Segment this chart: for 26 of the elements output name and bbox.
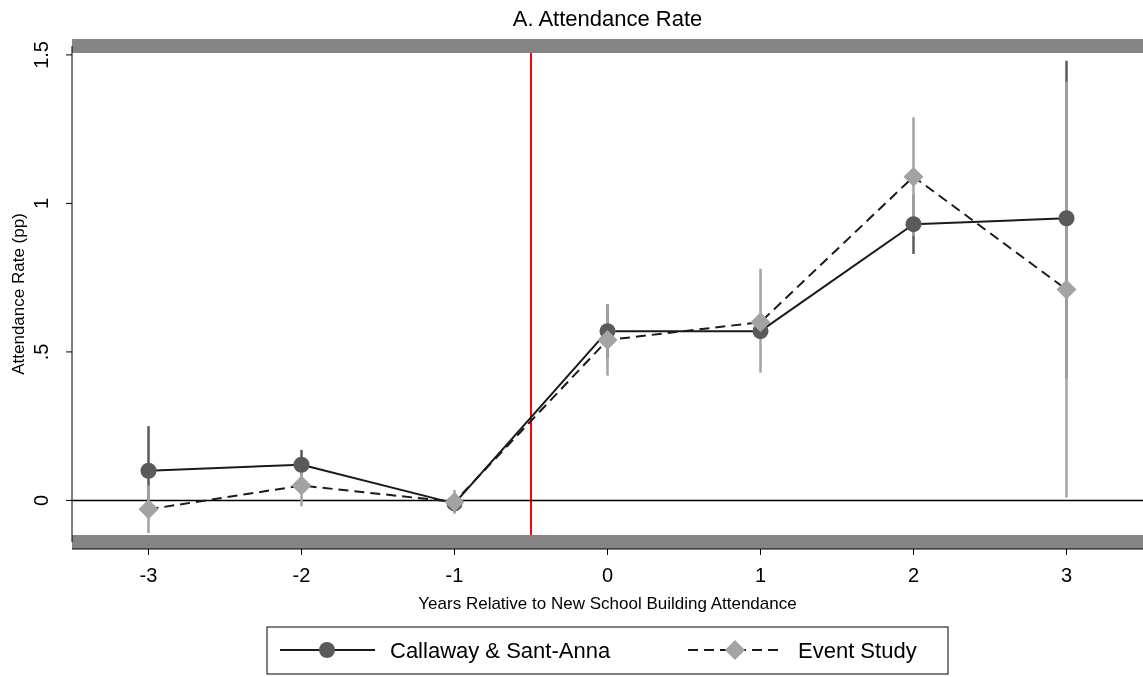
point — [905, 216, 922, 233]
point — [903, 166, 924, 187]
x-tick-label: 2 — [907, 564, 920, 586]
chart-title: A. Attendance Rate — [512, 6, 703, 31]
x-tick-label: -3 — [139, 564, 158, 586]
y-axis-title: Attendance Rate (pp) — [9, 213, 28, 375]
x-tick-label: 3 — [1060, 564, 1073, 586]
x-tick-label: 1 — [754, 564, 767, 586]
x-tick-label: -2 — [292, 564, 311, 586]
point — [140, 462, 157, 479]
x-tick-label: 0 — [601, 564, 614, 586]
point — [597, 330, 618, 351]
y-tick-label: 1.5 — [30, 41, 52, 69]
point — [1056, 279, 1077, 300]
point — [1058, 210, 1075, 227]
point — [293, 456, 310, 473]
point — [291, 475, 312, 496]
legend-label: Callaway & Sant-Anna — [390, 638, 611, 663]
y-tick-label: 0 — [30, 494, 52, 506]
y-tick-label: .5 — [30, 343, 52, 361]
x-tick-label: -1 — [445, 564, 464, 586]
point — [750, 312, 771, 333]
point — [138, 499, 159, 520]
y-tick-label: 1 — [30, 197, 52, 209]
x-axis-title: Years Relative to New School Building Attendance — [418, 594, 797, 613]
legend-label: Event Study — [798, 638, 917, 663]
